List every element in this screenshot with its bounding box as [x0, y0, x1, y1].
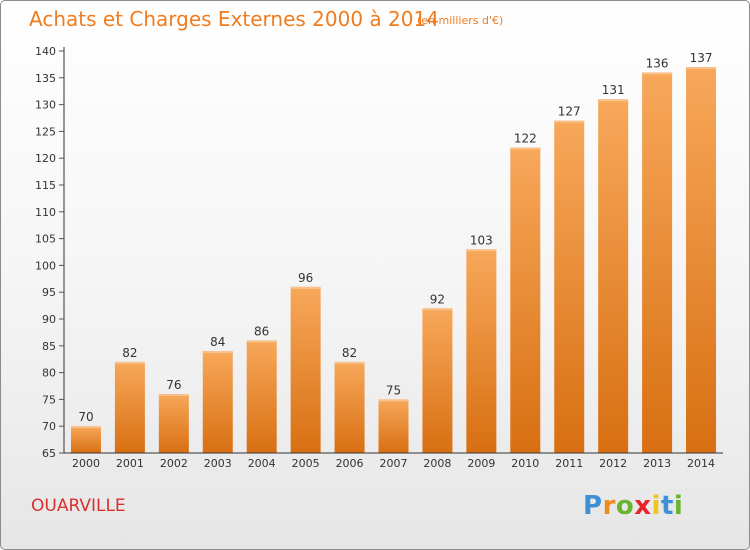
x-tick-label-2000: 2000	[72, 457, 100, 470]
y-tick-label-95: 95	[42, 286, 56, 299]
data-label-2008: 92	[430, 292, 445, 306]
x-tick-label-2012: 2012	[599, 457, 627, 470]
axes-group: 2000 2001 2002 2003 2004 2005 2006 2007 2008 2009…	[35, 45, 723, 470]
data-label-2007: 75	[386, 383, 401, 397]
y-tick-label-80: 80	[42, 367, 56, 380]
y-tick-label-90: 90	[42, 313, 56, 326]
y-tick-label-120: 120	[35, 152, 56, 165]
bar-2001	[114, 361, 145, 453]
data-label-2011: 127	[558, 105, 581, 119]
bar-highlight-2014	[686, 67, 717, 70]
data-label-2014: 137	[690, 51, 713, 65]
x-tick-label-2005: 2005	[292, 457, 320, 470]
bar-2012	[598, 99, 629, 454]
x-tick-label-2013: 2013	[643, 457, 671, 470]
y-tick-label-70: 70	[42, 420, 56, 433]
brand-letter: o	[615, 491, 635, 521]
y-tick-label-135: 135	[35, 72, 56, 85]
brand-letter: P	[583, 491, 603, 521]
bar-2000	[70, 426, 101, 453]
y-tick-label-105: 105	[35, 233, 56, 246]
y-tick-label-130: 130	[35, 99, 56, 112]
y-tick-label-75: 75	[42, 393, 56, 406]
bar-highlight-2005	[290, 286, 321, 289]
bar-2005	[290, 286, 321, 453]
data-label-2013: 136	[646, 56, 669, 70]
data-label-2012: 131	[602, 83, 625, 97]
brand-letter: t	[660, 491, 674, 521]
bar-highlight-2004	[246, 340, 277, 343]
place-name: OUARVILLE	[31, 496, 126, 516]
bar-highlight-2006	[334, 361, 365, 364]
bar-2002	[158, 394, 189, 453]
bar-2008	[422, 308, 453, 453]
data-label-2005: 96	[298, 271, 313, 285]
bar-highlight-2000	[70, 426, 101, 429]
bar-2006	[334, 361, 365, 453]
x-tick-label-2014: 2014	[687, 457, 715, 470]
data-label-2000: 70	[78, 410, 93, 424]
bar-highlight-2009	[466, 249, 497, 252]
bar-highlight-2013	[642, 72, 673, 75]
x-tick-label-2011: 2011	[555, 457, 583, 470]
y-tick-label-100: 100	[35, 259, 56, 272]
data-label-2004: 86	[254, 324, 269, 338]
brand-letter: i	[673, 491, 684, 521]
x-tick-label-2001: 2001	[116, 457, 144, 470]
bar-2004	[246, 340, 277, 453]
chart-units: (en milliers d'€)	[417, 14, 504, 27]
brand-logo: Proxiti	[583, 491, 683, 521]
bar-highlight-2011	[554, 120, 585, 123]
data-label-2010: 122	[514, 131, 537, 145]
x-tick-label-2003: 2003	[204, 457, 232, 470]
y-tick-label-140: 140	[35, 45, 56, 58]
data-label-2002: 76	[166, 378, 181, 392]
bar-2011	[554, 120, 585, 454]
x-tick-label-2004: 2004	[248, 457, 276, 470]
bar-2010	[510, 147, 541, 454]
y-tick-label-110: 110	[35, 206, 56, 219]
bar-highlight-2010	[510, 147, 541, 150]
y-tick-label-85: 85	[42, 340, 56, 353]
bar-2009	[466, 249, 497, 453]
bar-highlight-2007	[378, 399, 409, 402]
bar-highlight-2003	[202, 351, 233, 354]
bar-highlight-2002	[158, 394, 189, 397]
brand-letter: i	[651, 491, 661, 521]
x-tick-label-2010: 2010	[511, 457, 539, 470]
brand-letter: r	[602, 491, 616, 521]
x-tick-label-2006: 2006	[336, 457, 364, 470]
brand-letter: x	[634, 491, 652, 521]
y-tick-label-125: 125	[35, 125, 56, 138]
bar-2003	[202, 351, 233, 453]
bar-2013	[642, 72, 673, 453]
y-tick-label-115: 115	[35, 179, 56, 192]
data-label-2003: 84	[210, 335, 225, 349]
bar-highlight-2012	[598, 99, 629, 102]
data-label-2001: 82	[122, 346, 137, 360]
chart-title: Achats et Charges Externes 2000 à 2014	[29, 7, 439, 31]
x-tick-label-2002: 2002	[160, 457, 188, 470]
x-tick-label-2008: 2008	[423, 457, 451, 470]
bar-2007	[378, 399, 409, 453]
bar-2014	[686, 67, 717, 453]
y-tick-label-65: 65	[42, 447, 56, 460]
bars-group: 70 82 76 84 86 96 82 75 92 103 122 127 131 136 137	[70, 51, 717, 454]
bar-highlight-2008	[422, 308, 453, 311]
x-tick-label-2009: 2009	[467, 457, 495, 470]
bar-highlight-2001	[114, 361, 145, 364]
data-label-2009: 103	[470, 233, 493, 247]
data-label-2006: 82	[342, 346, 357, 360]
x-tick-label-2007: 2007	[380, 457, 408, 470]
